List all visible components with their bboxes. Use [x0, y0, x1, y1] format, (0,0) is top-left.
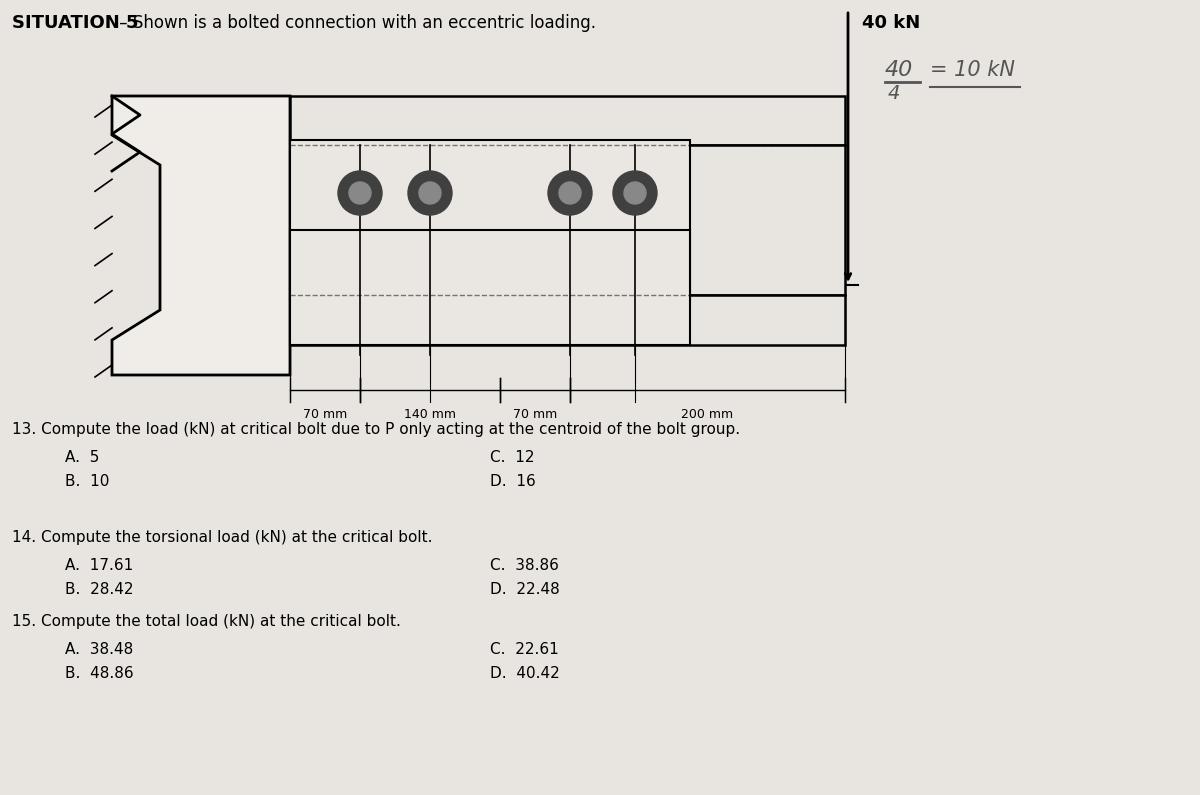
Text: A.  17.61: A. 17.61 — [65, 558, 133, 573]
Text: 140 mm: 140 mm — [404, 408, 456, 421]
Text: 40 kN: 40 kN — [862, 14, 920, 32]
Circle shape — [624, 182, 646, 204]
Text: 4: 4 — [888, 84, 900, 103]
Text: 70 mm: 70 mm — [302, 408, 347, 421]
Circle shape — [613, 171, 658, 215]
Text: B.  10: B. 10 — [65, 474, 109, 489]
Text: C.  22.61: C. 22.61 — [490, 642, 559, 657]
Text: A.  38.48: A. 38.48 — [65, 642, 133, 657]
Text: – Shown is a bolted connection with an eccentric loading.: – Shown is a bolted connection with an e… — [114, 14, 596, 32]
Text: 14. Compute the torsional load (kN) at the critical bolt.: 14. Compute the torsional load (kN) at t… — [12, 530, 432, 545]
Circle shape — [408, 171, 452, 215]
Circle shape — [548, 171, 592, 215]
Circle shape — [559, 182, 581, 204]
Circle shape — [338, 171, 382, 215]
Text: D.  16: D. 16 — [490, 474, 535, 489]
Text: B.  48.86: B. 48.86 — [65, 666, 133, 681]
Text: 70 mm: 70 mm — [512, 408, 557, 421]
Text: D.  22.48: D. 22.48 — [490, 582, 559, 597]
Text: SITUATION 5: SITUATION 5 — [12, 14, 138, 32]
Text: A.  5: A. 5 — [65, 450, 100, 465]
Text: 200 mm: 200 mm — [682, 408, 733, 421]
Text: C.  38.86: C. 38.86 — [490, 558, 559, 573]
Text: 13. Compute the load (kN) at critical bolt due to P only acting at the centroid : 13. Compute the load (kN) at critical bo… — [12, 422, 740, 437]
Bar — [290, 145, 845, 295]
Text: D.  40.42: D. 40.42 — [490, 666, 559, 681]
Bar — [290, 140, 690, 300]
Bar — [290, 295, 845, 345]
Circle shape — [349, 182, 371, 204]
Circle shape — [419, 182, 442, 204]
Text: 40: 40 — [886, 60, 913, 80]
Text: 15. Compute the total load (kN) at the critical bolt.: 15. Compute the total load (kN) at the c… — [12, 614, 401, 629]
Polygon shape — [112, 96, 290, 375]
Bar — [290, 230, 690, 345]
Text: B.  28.42: B. 28.42 — [65, 582, 133, 597]
Text: = 10 kN: = 10 kN — [930, 60, 1015, 80]
Bar — [290, 96, 845, 145]
Text: C.  12: C. 12 — [490, 450, 534, 465]
